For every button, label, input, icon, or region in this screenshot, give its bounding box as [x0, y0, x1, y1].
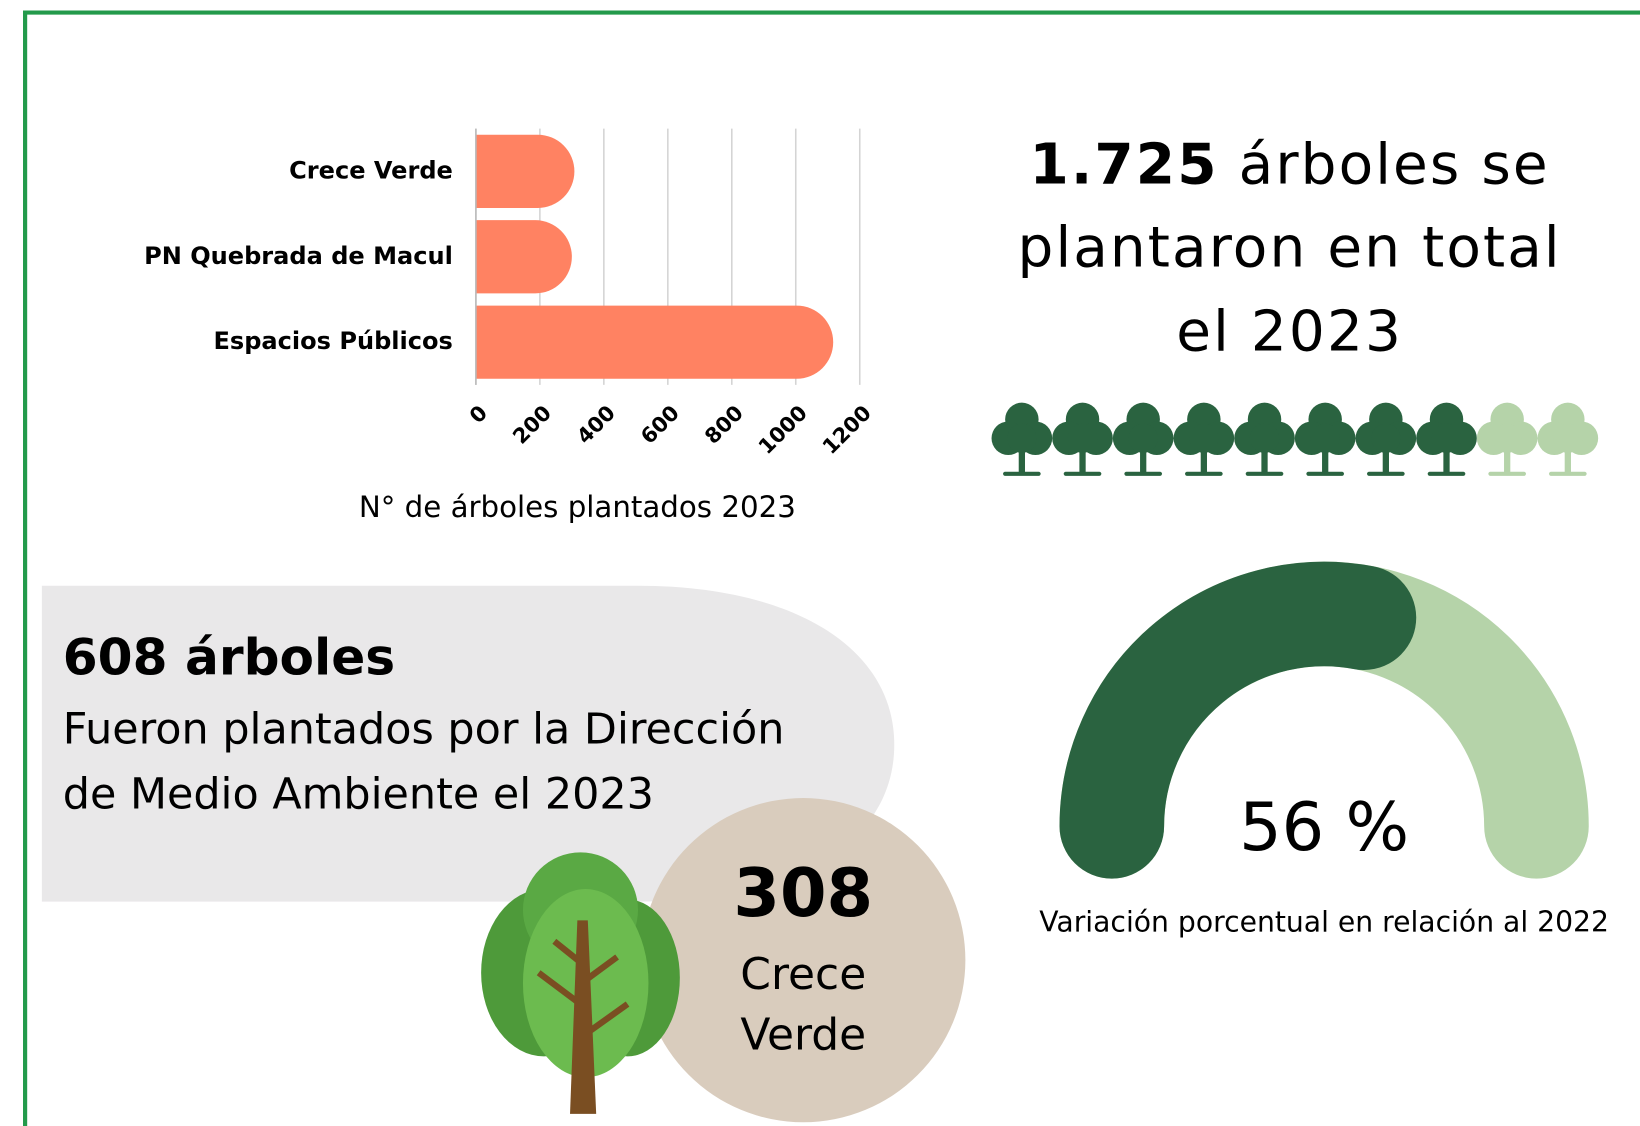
page: 308 Crece Verde 608 árboles Fueron plant… — [0, 0, 1640, 1126]
gauge-label: 56 % — [1239, 788, 1409, 866]
headline-text: árboles se — [1239, 132, 1550, 197]
panel-title: 608 árboles — [63, 628, 395, 687]
gauge-caption: Variación porcentual en relación al 2022 — [1039, 906, 1609, 939]
bar — [476, 306, 833, 379]
y-tick-label: PN Quebrada de Macul — [144, 242, 453, 270]
x-tick-label: 400 — [572, 401, 620, 449]
x-tick-label: 600 — [636, 401, 684, 449]
canvas: 308 Crece Verde 608 árboles Fueron plant… — [0, 0, 1640, 1126]
bar — [476, 135, 575, 208]
x-tick-label: 0 — [465, 401, 492, 428]
headline-text: el 2023 — [1176, 299, 1403, 364]
badge-text: Verde — [740, 1010, 866, 1061]
headline-text: plantaron en total — [1018, 216, 1562, 281]
headline: 1.725 árboles se — [1030, 132, 1550, 197]
x-axis-title: N° de árboles plantados 2023 — [359, 490, 796, 524]
infographic: 308 Crece Verde 608 árboles Fueron plant… — [0, 0, 1640, 1126]
x-tick-label: 800 — [700, 401, 748, 449]
panel-text: Fueron plantados por la Dirección — [63, 705, 785, 755]
pictogram — [992, 403, 1599, 476]
x-tick-label: 1200 — [818, 401, 876, 459]
headline-number: 1.725 — [1030, 132, 1219, 197]
y-tick-label: Crece Verde — [289, 156, 453, 184]
bar — [476, 220, 572, 293]
badge-text: Crece — [740, 949, 866, 1000]
panel-text: de Medio Ambiente el 2023 — [63, 769, 654, 819]
y-tick-label: Espacios Públicos — [213, 327, 452, 355]
x-tick-label: 200 — [508, 401, 556, 449]
badge-number: 308 — [733, 854, 873, 932]
x-tick-label: 1000 — [754, 401, 812, 459]
